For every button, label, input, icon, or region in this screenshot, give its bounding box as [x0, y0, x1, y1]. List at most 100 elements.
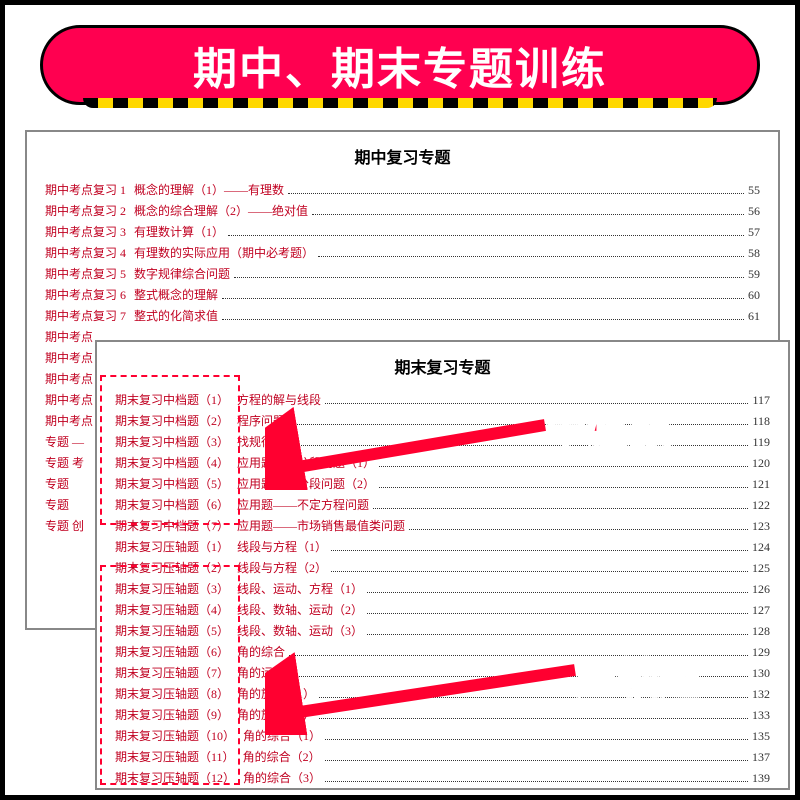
- toc-page: 130: [752, 663, 770, 684]
- toc-row: 期末复习压轴题（5）线段、数轴、运动（3）128: [115, 621, 770, 642]
- toc-label: 期中考点复习 2: [45, 201, 126, 222]
- toc-page: 128: [752, 621, 770, 642]
- toc-label: 期末复习压轴题（12）: [115, 768, 235, 789]
- toc-row: 期中考点复习 2 概念的综合理解（2）——绝对值 56: [45, 201, 760, 222]
- toc-row: 期末复习压轴题（11） 角的综合（2） 137: [115, 747, 770, 768]
- toc-row: 期中考点复习 4 有理数的实际应用（期中必考题） 58: [45, 243, 760, 264]
- toc-label: 期中考点复习 6: [45, 285, 126, 306]
- toc-label: 期中考点复习 5: [45, 264, 126, 285]
- toc-desc: 有理数的实际应用（期中必考题）: [134, 243, 314, 264]
- toc-dots: [409, 529, 748, 530]
- toc-page: 123: [752, 516, 770, 537]
- toc-label: 期末复习压轴题（9）: [115, 705, 229, 726]
- toc-label: 期中考点复习 1: [45, 180, 126, 201]
- toc-page: 139: [752, 768, 770, 789]
- banner-text: 期中、期末专题训练: [193, 33, 607, 97]
- toc-label: 期中考点复习 3: [45, 222, 126, 243]
- toc-page: 58: [748, 243, 760, 264]
- toc-dots: [228, 235, 744, 236]
- toc-desc: 线段、运动、方程（1）: [237, 579, 363, 600]
- page1-title: 期中复习专题: [45, 144, 760, 168]
- toc-row: 期中考点复习 6整式概念的理解60: [45, 285, 760, 306]
- toc-label: 期中考点: [45, 327, 93, 348]
- toc-page: 55: [748, 180, 760, 201]
- page1-toc: 期中考点复习 1 概念的理解（1）——有理数 55 期中考点复习 2 概念的综合理解（2…: [45, 180, 760, 327]
- toc-page: 125: [752, 558, 770, 579]
- toc-label: 期末复习压轴题（3）: [115, 579, 229, 600]
- toc-page: 124: [752, 537, 770, 558]
- toc-page: 126: [752, 579, 770, 600]
- toc-row: 期中考点复习 1 概念的理解（1）——有理数 55: [45, 180, 760, 201]
- toc-label: 期末复习中档题（4）: [115, 453, 229, 474]
- toc-dots: [222, 298, 744, 299]
- toc-desc: 应用题——市场销售最值类问题: [237, 516, 405, 537]
- toc-page: 117: [752, 390, 770, 411]
- toc-label: 专题: [45, 474, 69, 495]
- toc-desc: 整式的化简求值: [134, 306, 218, 327]
- toc-dots: [367, 634, 748, 635]
- callout-mid: 中档题: [545, 400, 671, 461]
- toc-row: 期末复习压轴题（3） 线段、运动、方程（1） 126: [115, 579, 770, 600]
- toc-label: 期末复习中档题（6）: [115, 495, 229, 516]
- toc-page: 56: [748, 201, 760, 222]
- toc-label: 期中考点复习 7: [45, 306, 126, 327]
- toc-label: 期末复习压轴题（6）: [115, 642, 229, 663]
- toc-desc: 概念的综合理解（2）——绝对值: [134, 201, 308, 222]
- toc-dots: [288, 193, 744, 194]
- toc-page: 137: [752, 747, 770, 768]
- toc-desc: 整式概念的理解: [134, 285, 218, 306]
- toc-row: 期中考点复习 3有理数计算（1）57: [45, 222, 760, 243]
- toc-dots: [318, 256, 744, 257]
- toc-label: 期中考点复习 4: [45, 243, 126, 264]
- toc-dots: [367, 613, 748, 614]
- toc-label: 期末复习压轴题（8）: [115, 684, 229, 705]
- toc-page: 118: [752, 411, 770, 432]
- page2-title: 期末复习专题: [115, 354, 770, 378]
- toc-dots: [325, 760, 748, 761]
- toc-label: 专题: [45, 495, 69, 516]
- toc-dots: [234, 277, 744, 278]
- toc-row: 期末复习压轴题（4） 线段、数轴、运动（2） 127: [115, 600, 770, 621]
- toc-label: 期末复习中档题（1）: [115, 390, 229, 411]
- toc-dots: [373, 508, 748, 509]
- banner-stripe: [83, 98, 717, 108]
- arrow-final: [265, 645, 585, 735]
- toc-row: 期中考点复习 5 数字规律综合问题 59: [45, 264, 760, 285]
- toc-row: 期末复习压轴题（2）线段与方程（2）125: [115, 558, 770, 579]
- toc-page: 133: [752, 705, 770, 726]
- toc-label: 期末复习中档题（7）: [115, 516, 229, 537]
- toc-page: 59: [748, 264, 760, 285]
- toc-page: 57: [748, 222, 760, 243]
- toc-dots: [222, 319, 744, 320]
- toc-desc: 线段与方程（1）: [237, 537, 327, 558]
- toc-label: 期末复习压轴题（7）: [115, 663, 229, 684]
- toc-page: 127: [752, 600, 770, 621]
- toc-label: 专题 —: [45, 432, 84, 453]
- toc-label: 专题 考: [45, 453, 84, 474]
- toc-label: 期中考点: [45, 369, 93, 390]
- toc-row: 期中考点复习 7整式的化简求值61: [45, 306, 760, 327]
- toc-row: 期末复习中档题（7） 应用题——市场销售最值类问题 123: [115, 516, 770, 537]
- toc-desc: 线段、数轴、运动（2）: [237, 600, 363, 621]
- callout-final: 压轴题: [575, 645, 701, 706]
- toc-dots: [325, 781, 748, 782]
- toc-dots: [325, 739, 748, 740]
- toc-desc: 应用题——不定方程问题: [237, 495, 369, 516]
- toc-label: 期末复习中档题（2）: [115, 411, 229, 432]
- toc-desc: 角的综合（3）: [243, 768, 321, 789]
- toc-desc: 概念的理解（1）——有理数: [134, 180, 284, 201]
- toc-label: 期中考点: [45, 348, 93, 369]
- toc-label: 期末复习压轴题（2）: [115, 558, 229, 579]
- toc-label: 期中考点: [45, 390, 93, 411]
- toc-page: 132: [752, 684, 770, 705]
- title-banner: 期中、期末专题训练: [40, 25, 760, 105]
- toc-page: 121: [752, 474, 770, 495]
- toc-label: 期末复习压轴题（1）: [115, 537, 229, 558]
- toc-label: 期末复习压轴题（5）: [115, 621, 229, 642]
- toc-label: 期末复习压轴题（11）: [115, 747, 235, 768]
- toc-dots: [367, 592, 748, 593]
- toc-desc: 角的综合（2）: [243, 747, 321, 768]
- toc-desc: 数字规律综合问题: [134, 264, 230, 285]
- toc-dots: [331, 550, 748, 551]
- toc-label: 期末复习压轴题（4）: [115, 600, 229, 621]
